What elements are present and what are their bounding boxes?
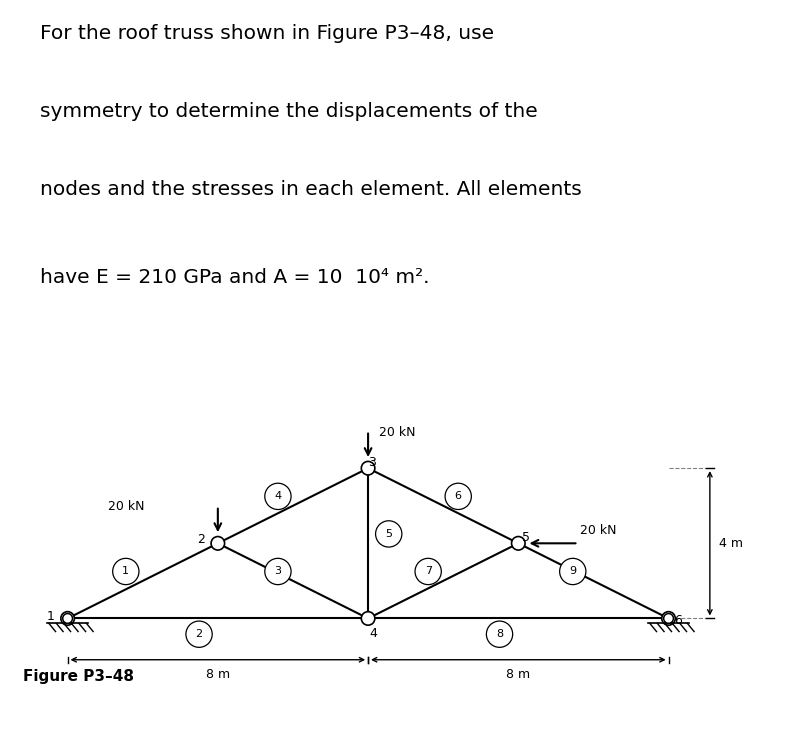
Circle shape <box>362 611 375 625</box>
Text: have E = 210 GPa and A = 10  10⁴ m².: have E = 210 GPa and A = 10 10⁴ m². <box>40 268 430 287</box>
Text: nodes and the stresses in each element. All elements: nodes and the stresses in each element. … <box>40 180 582 199</box>
Circle shape <box>662 611 675 625</box>
Circle shape <box>445 484 471 510</box>
Circle shape <box>511 536 525 550</box>
Circle shape <box>211 536 225 550</box>
Text: 4: 4 <box>274 491 282 502</box>
Text: 7: 7 <box>425 566 432 577</box>
Circle shape <box>186 621 212 647</box>
Text: 20 kN: 20 kN <box>580 523 617 537</box>
Text: 4: 4 <box>370 627 378 640</box>
Text: For the roof truss shown in Figure P3–48, use: For the roof truss shown in Figure P3–48… <box>40 24 494 44</box>
Text: 9: 9 <box>570 566 576 577</box>
Text: 4 m: 4 m <box>719 537 743 550</box>
Text: 2: 2 <box>195 629 202 639</box>
Circle shape <box>61 611 74 625</box>
Text: 8 m: 8 m <box>206 668 230 681</box>
Text: 1: 1 <box>46 610 54 623</box>
Circle shape <box>113 558 139 584</box>
Text: 5: 5 <box>386 529 392 539</box>
Text: Figure P3–48: Figure P3–48 <box>22 669 134 684</box>
Circle shape <box>62 614 73 623</box>
Circle shape <box>265 558 291 584</box>
Text: 1: 1 <box>122 566 130 577</box>
Circle shape <box>265 484 291 510</box>
Circle shape <box>362 462 375 475</box>
Text: 2: 2 <box>197 533 205 546</box>
Text: 3: 3 <box>368 456 376 469</box>
Text: 20 kN: 20 kN <box>379 426 416 439</box>
Text: 3: 3 <box>274 566 282 577</box>
Circle shape <box>375 521 402 547</box>
Circle shape <box>415 558 442 584</box>
Circle shape <box>560 558 586 584</box>
Text: 5: 5 <box>522 531 530 544</box>
Text: 6: 6 <box>454 491 462 502</box>
Circle shape <box>664 614 674 623</box>
Text: 8 m: 8 m <box>506 668 530 681</box>
Circle shape <box>486 621 513 647</box>
Text: symmetry to determine the displacements of the: symmetry to determine the displacements … <box>40 102 538 121</box>
Text: 8: 8 <box>496 629 503 639</box>
Text: 20 kN: 20 kN <box>108 500 145 514</box>
Text: 6: 6 <box>674 614 682 627</box>
